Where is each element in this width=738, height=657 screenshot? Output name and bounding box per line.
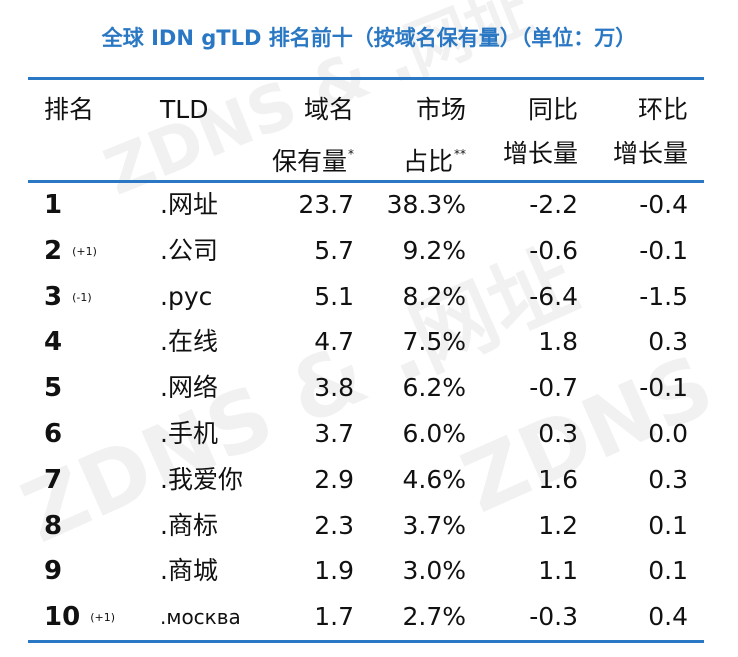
table-top-rule (28, 77, 704, 80)
rank-number: 2 (44, 236, 63, 266)
qoq-cell: -0.1 (639, 236, 688, 265)
qoq-cell: -0.1 (639, 373, 688, 402)
qoq-cell: 0.1 (648, 556, 688, 585)
watermark: ZDNS & .网址 (8, 231, 591, 562)
qoq-cell: 0.4 (648, 602, 688, 631)
tld-cell: .在线 (160, 327, 218, 356)
yoy-cell: -0.7 (529, 373, 578, 402)
yoy-cell: 1.2 (538, 511, 578, 540)
rank-cell: 10 (+1) (44, 602, 115, 633)
rank-cell: 9 (44, 556, 62, 586)
header-divider-rule (28, 180, 704, 183)
header-share-text: 占比 (402, 147, 453, 176)
yoy-cell: -0.6 (529, 236, 578, 265)
header-tld: TLD (160, 95, 209, 124)
registrations-cell: 23.7 (298, 190, 354, 219)
rank-cell: 4 (44, 327, 62, 357)
tld-cell: .网址 (160, 190, 218, 219)
tld-cell: .рус (160, 282, 213, 311)
rank-change: (-1) (72, 291, 92, 304)
yoy-cell: -2.2 (529, 190, 578, 219)
yoy-cell: 0.3 (538, 419, 578, 448)
share-cell: 6.2% (402, 373, 466, 402)
header-registrations-text: 保有量 (271, 147, 347, 176)
qoq-cell: 0.3 (648, 327, 688, 356)
header-qoq-line2: 增长量 (612, 139, 688, 168)
header-share-line2: 占比** (403, 132, 466, 184)
yoy-cell: 1.1 (538, 556, 578, 585)
yoy-cell: -6.4 (529, 282, 578, 311)
registrations-cell: 5.7 (314, 236, 354, 265)
rank-cell: 1 (44, 190, 62, 220)
qoq-cell: 0.1 (648, 511, 688, 540)
table-bottom-rule (28, 640, 704, 643)
share-cell: 4.6% (402, 465, 466, 494)
rank-number: 7 (44, 465, 63, 495)
rank-number: 8 (44, 511, 63, 541)
rank-cell: 8 (44, 511, 62, 541)
header-registrations-line1: 域名 (303, 95, 354, 124)
tld-cell: .网络 (160, 373, 218, 402)
tld-cell: .商标 (160, 511, 218, 540)
share-cell: 7.5% (402, 327, 466, 356)
share-cell: 6.0% (402, 419, 466, 448)
rank-cell: 3 (-1) (44, 282, 92, 313)
rank-cell: 2 (+1) (44, 236, 97, 267)
qoq-cell: 0.0 (648, 419, 688, 448)
rank-number: 4 (44, 327, 63, 357)
tld-cell: .москва (160, 605, 241, 629)
tld-cell: .手机 (160, 419, 218, 448)
rank-change: (+1) (72, 245, 97, 258)
share-cell: 38.3% (386, 190, 466, 219)
registrations-cell: 2.9 (314, 465, 354, 494)
rank-cell: 7 (44, 465, 62, 495)
header-yoy-line2: 增长量 (502, 139, 578, 168)
rank-number: 6 (44, 419, 63, 449)
rank-number: 10 (44, 602, 81, 632)
registrations-cell: 4.7 (314, 327, 354, 356)
share-cell: 3.0% (402, 556, 466, 585)
yoy-cell: 1.6 (538, 465, 578, 494)
rank-cell: 6 (44, 419, 62, 449)
registrations-cell: 3.8 (314, 373, 354, 402)
tld-cell: .商城 (160, 556, 218, 585)
header-yoy-line1: 同比 (527, 95, 578, 124)
share-cell: 3.7% (402, 511, 466, 540)
registrations-cell: 1.7 (314, 602, 354, 631)
registrations-cell: 3.7 (314, 419, 354, 448)
header-registrations-footnote-mark: * (348, 147, 354, 161)
qoq-cell: 0.3 (648, 465, 688, 494)
header-share-line1: 市场 (415, 95, 466, 124)
share-cell: 9.2% (402, 236, 466, 265)
yoy-cell: -0.3 (529, 602, 578, 631)
registrations-cell: 2.3 (314, 511, 354, 540)
share-cell: 8.2% (402, 282, 466, 311)
share-cell: 2.7% (402, 602, 466, 631)
qoq-cell: -0.4 (639, 190, 688, 219)
watermark: ZDNS & .网址 (448, 201, 738, 532)
tld-cell: .公司 (160, 236, 218, 265)
yoy-cell: 1.8 (538, 327, 578, 356)
header-registrations-line2: 保有量* (272, 132, 354, 184)
header-share-footnote-mark: ** (454, 147, 466, 161)
header-qoq-line1: 环比 (637, 95, 688, 124)
rank-number: 9 (44, 556, 63, 586)
rank-number: 3 (44, 282, 63, 312)
rank-change: (+1) (90, 611, 115, 624)
tld-cell: .我爱你 (160, 465, 243, 494)
table-title: 全球 IDN gTLD 排名前十（按域名保有量）（单位：万） (101, 26, 637, 50)
header-rank: 排名 (44, 95, 95, 124)
rank-cell: 5 (44, 373, 62, 403)
qoq-cell: -1.5 (639, 282, 688, 311)
rank-number: 1 (44, 190, 63, 220)
registrations-cell: 1.9 (314, 556, 354, 585)
registrations-cell: 5.1 (314, 282, 354, 311)
rank-number: 5 (44, 373, 63, 403)
